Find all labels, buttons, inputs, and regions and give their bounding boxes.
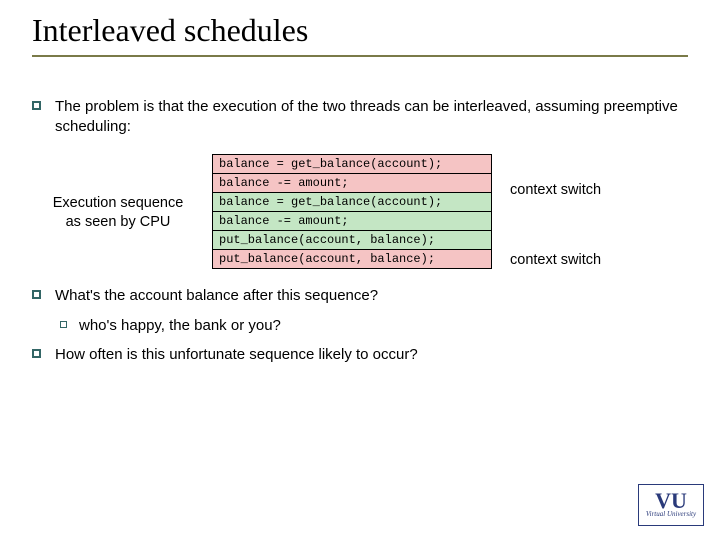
left-label-line1: Execution sequence bbox=[53, 195, 184, 211]
bullet-1: The problem is that the execution of the… bbox=[32, 97, 688, 136]
left-label-line2: as seen by CPU bbox=[66, 214, 171, 230]
bullet-2-sub: who's happy, the bank or you? bbox=[32, 316, 688, 336]
logo-main-text: VU bbox=[655, 492, 687, 511]
bullet-3: How often is this unfortunate sequence l… bbox=[32, 345, 688, 365]
context-switch-label-1: context switch bbox=[510, 182, 601, 198]
code-line: balance -= amount; bbox=[212, 173, 492, 193]
bullet-square-icon bbox=[32, 349, 41, 358]
code-line: balance = get_balance(account); bbox=[212, 192, 492, 212]
code-line: balance = get_balance(account); bbox=[212, 154, 492, 174]
code-line: balance -= amount; bbox=[212, 211, 492, 231]
diagram-area: Execution sequence as seen by CPU balanc… bbox=[32, 154, 688, 268]
cpu-sequence-label: Execution sequence as seen by CPU bbox=[32, 194, 212, 232]
vu-logo: VU Virtual University bbox=[638, 484, 704, 526]
bullet-2-sub-text: who's happy, the bank or you? bbox=[79, 316, 281, 336]
logo-sub-text: Virtual University bbox=[646, 511, 696, 518]
bullet-square-icon bbox=[32, 101, 41, 110]
bullet-square-small-icon bbox=[60, 321, 67, 328]
bullet-1-text: The problem is that the execution of the… bbox=[55, 97, 688, 136]
slide-title: Interleaved schedules bbox=[32, 12, 688, 55]
bullet-square-icon bbox=[32, 290, 41, 299]
title-underline bbox=[32, 55, 688, 57]
code-line: put_balance(account, balance); bbox=[212, 249, 492, 269]
code-stack: balance = get_balance(account); balance … bbox=[212, 154, 492, 268]
bullet-2-text: What's the account balance after this se… bbox=[55, 286, 378, 306]
bullet-2: What's the account balance after this se… bbox=[32, 286, 688, 306]
context-switch-label-2: context switch bbox=[510, 252, 601, 268]
bullet-3-text: How often is this unfortunate sequence l… bbox=[55, 345, 418, 365]
code-line: put_balance(account, balance); bbox=[212, 230, 492, 250]
